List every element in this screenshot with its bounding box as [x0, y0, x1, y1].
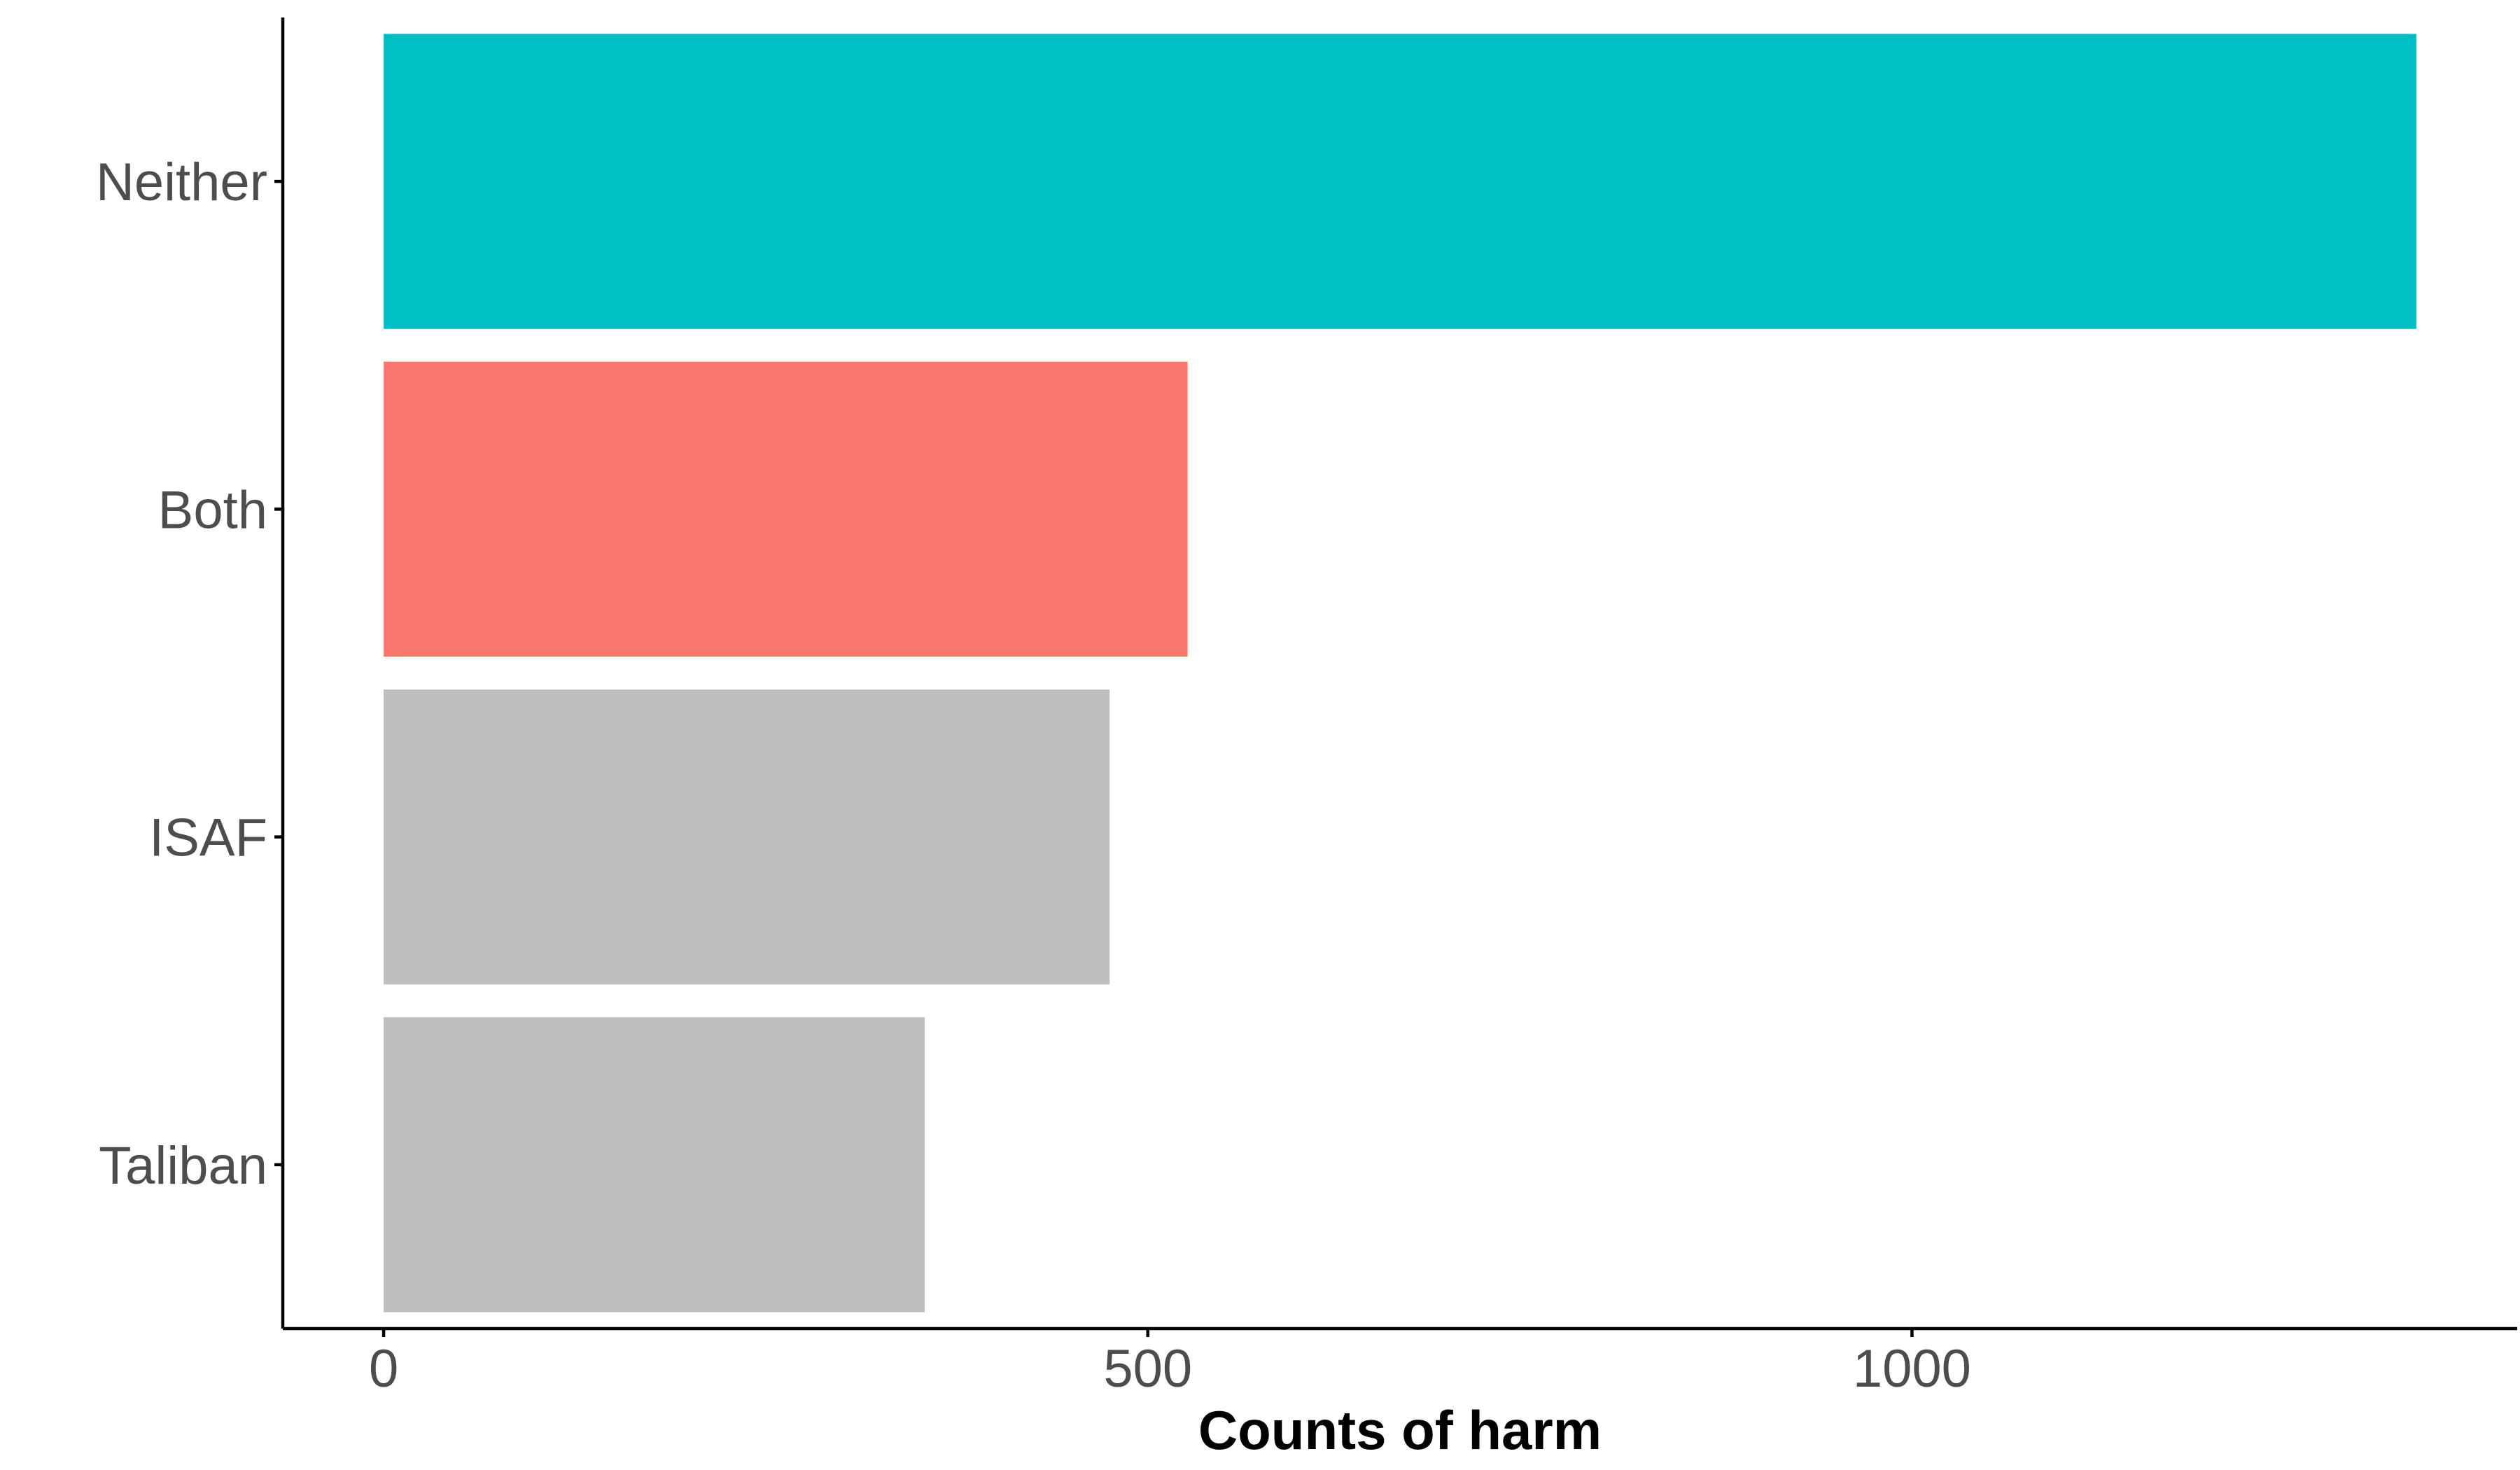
- y-tick-label-taliban: Taliban: [99, 1136, 267, 1196]
- y-tick-label-both: Both: [158, 480, 267, 540]
- bar-both: [384, 361, 1188, 657]
- y-tick-label-isaf: ISAF: [149, 808, 267, 868]
- x-axis-ticks: 0 500 1000: [369, 1329, 1971, 1399]
- y-tick-label-neither: Neither: [96, 153, 267, 212]
- x-tick-label-1000: 1000: [1853, 1339, 1971, 1399]
- y-axis-ticks: Neither Both ISAF Taliban: [96, 153, 283, 1196]
- x-tick-label-500: 500: [1103, 1339, 1192, 1399]
- bars-group: [384, 34, 2416, 1312]
- bar-taliban: [384, 1017, 925, 1312]
- bar-neither: [384, 34, 2416, 329]
- x-axis-title: Counts of harm: [1198, 1399, 1602, 1461]
- x-tick-label-0: 0: [369, 1339, 398, 1399]
- bar-isaf: [384, 689, 1110, 985]
